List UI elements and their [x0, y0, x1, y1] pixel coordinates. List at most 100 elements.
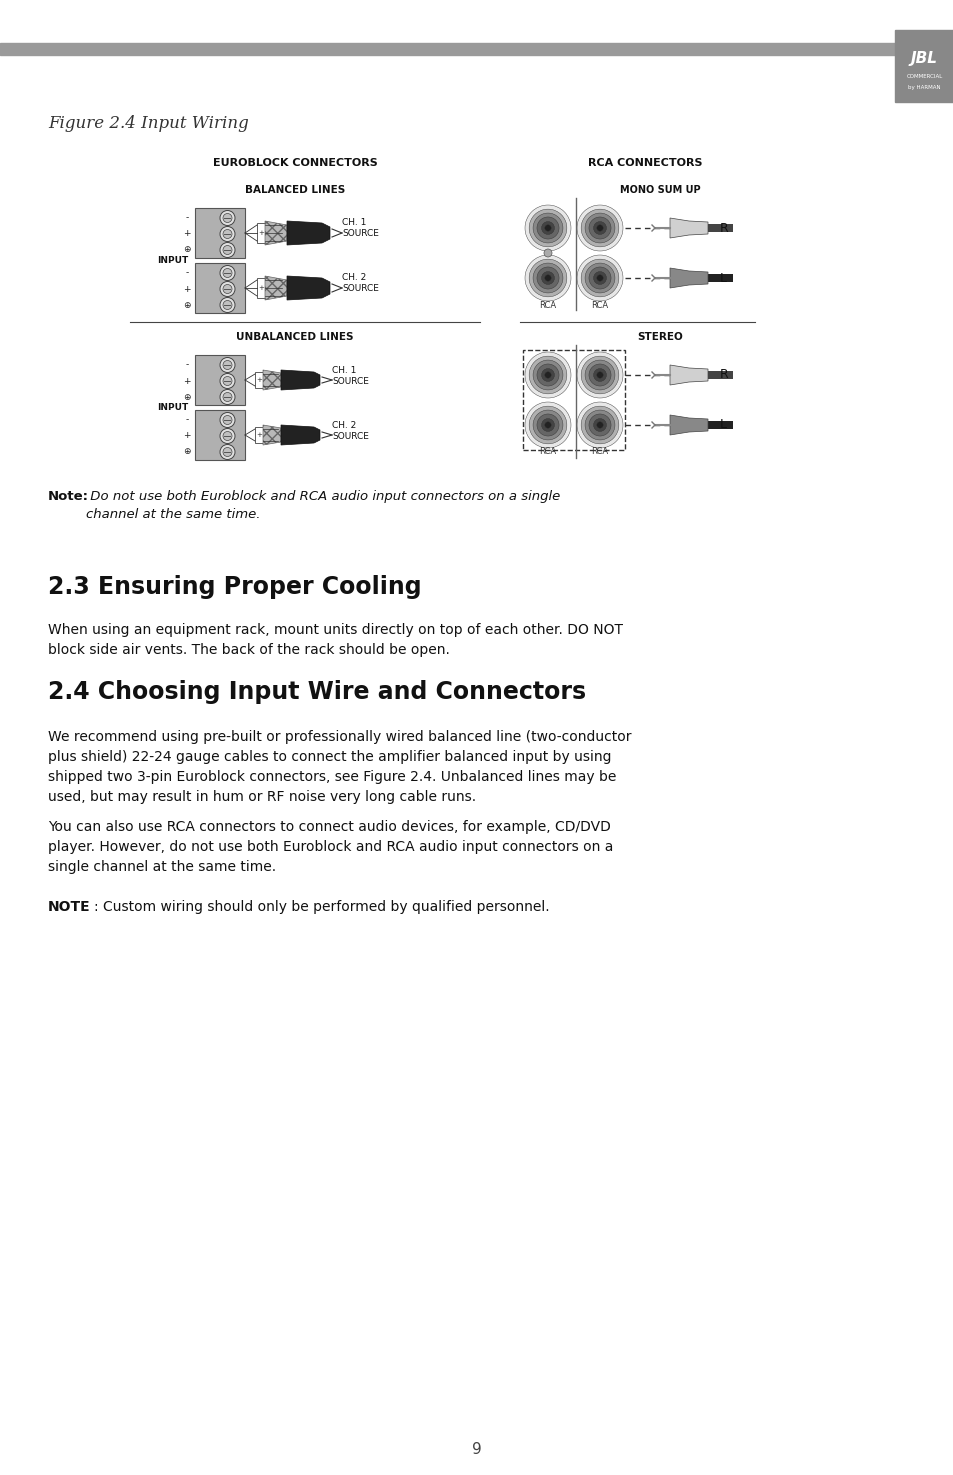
Polygon shape	[669, 268, 707, 288]
Circle shape	[220, 242, 234, 258]
Circle shape	[220, 444, 234, 460]
Circle shape	[588, 364, 611, 386]
Text: R: R	[720, 221, 728, 235]
Circle shape	[220, 266, 234, 280]
Bar	[707, 274, 732, 282]
Circle shape	[223, 447, 232, 456]
Circle shape	[537, 217, 558, 239]
Circle shape	[533, 360, 562, 389]
Circle shape	[537, 364, 558, 386]
Polygon shape	[669, 218, 707, 237]
Circle shape	[524, 353, 571, 398]
Circle shape	[577, 403, 622, 448]
Text: You can also use RCA connectors to connect audio devices, for example, CD/DVD
pl: You can also use RCA connectors to conne…	[48, 820, 613, 875]
Polygon shape	[669, 414, 707, 435]
Circle shape	[580, 355, 618, 394]
Circle shape	[524, 403, 571, 448]
Text: +: +	[183, 432, 191, 441]
Text: 2.3 Ensuring Proper Cooling: 2.3 Ensuring Proper Cooling	[48, 575, 421, 599]
Circle shape	[597, 422, 602, 428]
Bar	[522, 350, 624, 450]
Circle shape	[544, 372, 551, 378]
Text: When using an equipment rack, mount units directly on top of each other. DO NOT
: When using an equipment rack, mount unit…	[48, 622, 622, 656]
Text: BALANCED LINES: BALANCED LINES	[245, 184, 345, 195]
Circle shape	[580, 260, 618, 296]
Text: ⊕: ⊕	[183, 301, 191, 310]
Circle shape	[588, 267, 611, 289]
Circle shape	[223, 376, 232, 385]
Circle shape	[223, 230, 232, 239]
Bar	[194, 208, 245, 258]
Circle shape	[584, 212, 615, 243]
Circle shape	[541, 369, 554, 382]
Polygon shape	[263, 425, 281, 445]
Text: MONO SUM UP: MONO SUM UP	[619, 184, 700, 195]
Text: +: +	[258, 285, 264, 291]
Polygon shape	[287, 276, 330, 299]
Circle shape	[220, 413, 234, 428]
Text: CH. 2
SOURCE: CH. 2 SOURCE	[332, 420, 369, 441]
Text: ⊕: ⊕	[183, 245, 191, 255]
Circle shape	[220, 373, 234, 388]
Polygon shape	[287, 221, 330, 245]
Text: We recommend using pre-built or professionally wired balanced line (two-conducto: We recommend using pre-built or professi…	[48, 730, 631, 804]
Polygon shape	[281, 370, 319, 389]
Circle shape	[544, 422, 551, 428]
Text: RCA: RCA	[591, 447, 608, 456]
Circle shape	[584, 360, 615, 389]
Bar	[707, 372, 732, 379]
Circle shape	[223, 432, 232, 441]
Circle shape	[584, 263, 615, 294]
Text: Figure 2.4 Input Wiring: Figure 2.4 Input Wiring	[48, 115, 249, 131]
Polygon shape	[281, 425, 319, 445]
Bar	[707, 224, 732, 232]
Text: NOTE: NOTE	[48, 900, 91, 914]
Text: +: +	[258, 230, 264, 236]
Circle shape	[533, 263, 562, 294]
Circle shape	[223, 245, 232, 255]
Text: ⊕: ⊕	[183, 447, 191, 456]
Text: JBL: JBL	[910, 50, 937, 65]
Circle shape	[220, 298, 234, 313]
Circle shape	[537, 414, 558, 437]
Text: Do not use both Euroblock and RCA audio input connectors on a single
channel at : Do not use both Euroblock and RCA audio …	[86, 490, 559, 521]
Circle shape	[597, 274, 602, 282]
Circle shape	[543, 249, 552, 257]
Circle shape	[580, 406, 618, 444]
Circle shape	[223, 285, 232, 294]
Bar	[194, 355, 245, 406]
Circle shape	[544, 224, 551, 232]
Text: +: +	[183, 230, 191, 239]
Text: RCA: RCA	[591, 301, 608, 310]
Circle shape	[220, 282, 234, 296]
Bar	[0, 43, 894, 55]
Circle shape	[529, 355, 566, 394]
Circle shape	[529, 260, 566, 296]
Text: -: -	[185, 268, 189, 277]
Bar	[194, 410, 245, 460]
Text: by HARMAN: by HARMAN	[907, 84, 940, 90]
Circle shape	[541, 271, 554, 285]
Text: INPUT: INPUT	[157, 257, 189, 266]
Circle shape	[223, 268, 232, 277]
Circle shape	[577, 353, 622, 398]
Circle shape	[541, 419, 554, 432]
Circle shape	[593, 271, 606, 285]
Text: +: +	[255, 378, 262, 384]
Circle shape	[529, 406, 566, 444]
Circle shape	[580, 209, 618, 246]
Circle shape	[223, 301, 232, 310]
Bar	[194, 263, 245, 313]
Circle shape	[577, 255, 622, 301]
Polygon shape	[265, 221, 287, 245]
Circle shape	[223, 416, 232, 425]
Text: RCA: RCA	[538, 447, 556, 456]
Circle shape	[541, 221, 554, 235]
Bar	[256, 277, 265, 298]
Circle shape	[593, 221, 606, 235]
Bar	[256, 223, 265, 243]
Text: UNBALANCED LINES: UNBALANCED LINES	[236, 332, 354, 342]
Bar	[254, 426, 263, 442]
Text: -: -	[185, 214, 189, 223]
Circle shape	[597, 224, 602, 232]
